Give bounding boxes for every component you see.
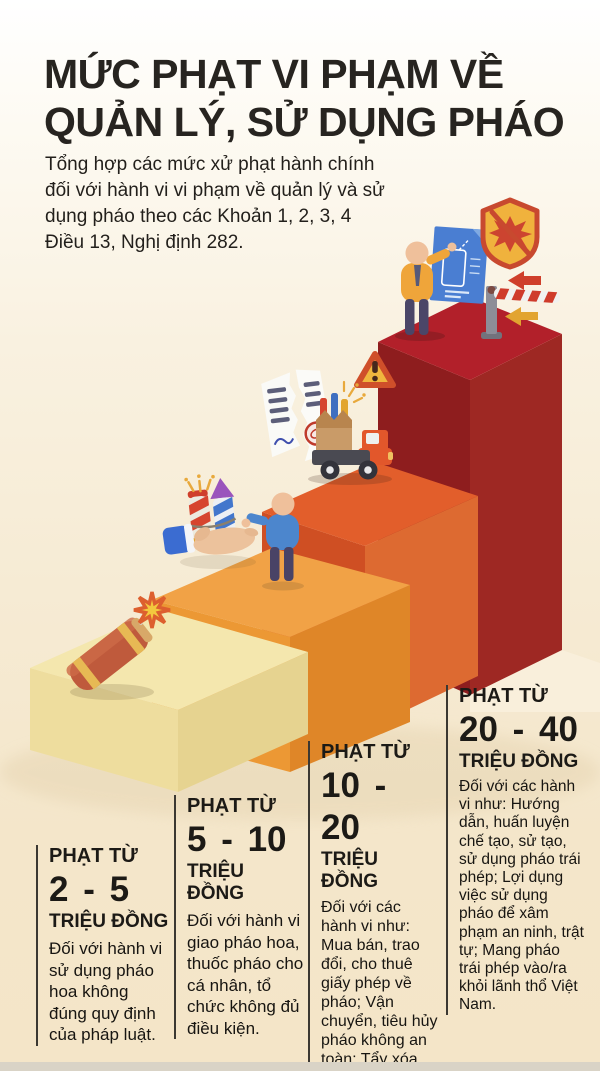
page-title: MỨC PHẠT VI PHẠM VỀ QUẢN LÝ, SỬ DỤNG PHÁ…: [44, 50, 584, 146]
step-1-side-face: [178, 652, 308, 792]
hand-giving-fireworks-icon: [162, 474, 259, 569]
step-1-top-face: [30, 610, 308, 710]
no-explosion-shield-icon: [480, 197, 540, 270]
firecracker-icon: [66, 591, 171, 700]
penalty-description: Đối với hành vi giao pháo hoa, thuốc phá…: [187, 911, 304, 1038]
penalty-description: Đối với hành vi sử dụng pháo hoa không đ…: [49, 939, 163, 1044]
step-2-block: [152, 548, 410, 772]
step-3-front-face: [262, 512, 365, 730]
subtitle-line: Điều 13, Nghị định 282.: [45, 232, 244, 253]
penalty-amount: 2 - 5: [49, 870, 130, 909]
step-4-front-face: [378, 342, 470, 695]
penalty-unit: TRIỆU ĐỒNG: [187, 861, 244, 904]
penalty-column-3: PHẠT TỪ 10 - 20 TRIỆU ĐỒNG Đối với các h…: [308, 741, 439, 1071]
subtitle: Tổng hợp các mức xử phạt hành chính đối …: [45, 152, 445, 256]
red-arrow-left-icon: [508, 271, 541, 290]
instructor-icon: [395, 241, 457, 341]
penalty-column-2: PHẠT TỪ 5 - 10 TRIỆU ĐỒNG Đối với hành v…: [174, 795, 305, 1039]
yellow-arrow-left-icon: [505, 307, 538, 326]
subtitle-line: Tổng hợp các mức xử phạt hành chính: [45, 154, 375, 175]
bottom-edge-band: [0, 1062, 600, 1071]
penalty-label: PHẠT TỪ: [459, 685, 548, 707]
penalty-description: Đối với các hành vi như: Hướng dẫn, huấn…: [459, 778, 584, 1014]
step-4-side-face: [470, 334, 562, 695]
step-3-top-face: [262, 462, 478, 546]
penalty-amount: 5 - 10: [187, 820, 287, 859]
subtitle-line: dụng pháo theo các Khoản 1, 2, 3, 4: [45, 206, 352, 227]
penalty-column-4: PHẠT TỪ 20 - 40 TRIỆU ĐỒNG Đối với các h…: [446, 685, 585, 1015]
penalty-column-1: PHẠT TỪ 2 - 5 TRIỆU ĐỒNG Đối với hành vi…: [36, 845, 169, 1046]
torn-document-icon: [261, 369, 335, 462]
step-1-front-face: [30, 668, 178, 792]
step-2-top-face: [152, 548, 410, 637]
title-line-1: MỨC PHẠT VI PHẠM VỀ: [44, 51, 504, 97]
step-4-top-face: [378, 297, 562, 380]
step-4-block: [378, 297, 562, 695]
penalty-label: PHẠT TỪ: [49, 845, 138, 867]
spark-star-icon: [133, 591, 171, 629]
fireworks-truck-icon: [308, 380, 393, 485]
penalty-unit: TRIỆU ĐỒNG: [459, 751, 579, 772]
penalty-label: PHẠT TỪ: [187, 795, 276, 817]
penalty-amount: 20 - 40: [459, 710, 578, 749]
penalty-label: PHẠT TỪ: [321, 741, 410, 763]
step-2-front-face: [152, 600, 290, 772]
person-receiving-icon: [241, 492, 304, 591]
border-barrier-icon: [481, 286, 560, 339]
penalty-unit: TRIỆU ĐỒNG: [49, 911, 169, 932]
warning-triangle-icon: [354, 351, 396, 388]
title-line-2: QUẢN LÝ, SỬ DỤNG PHÁO: [44, 99, 565, 145]
penalty-unit: TRIỆU ĐỒNG: [321, 849, 378, 892]
subtitle-line: đối với hành vi vi phạm về quản lý và sử: [45, 180, 385, 201]
step-1-block: [30, 610, 308, 792]
penalty-amount: 10 - 20: [321, 766, 387, 847]
penalty-description: Đối với các hành vi như: Mua bán, trao đ…: [321, 899, 438, 1071]
